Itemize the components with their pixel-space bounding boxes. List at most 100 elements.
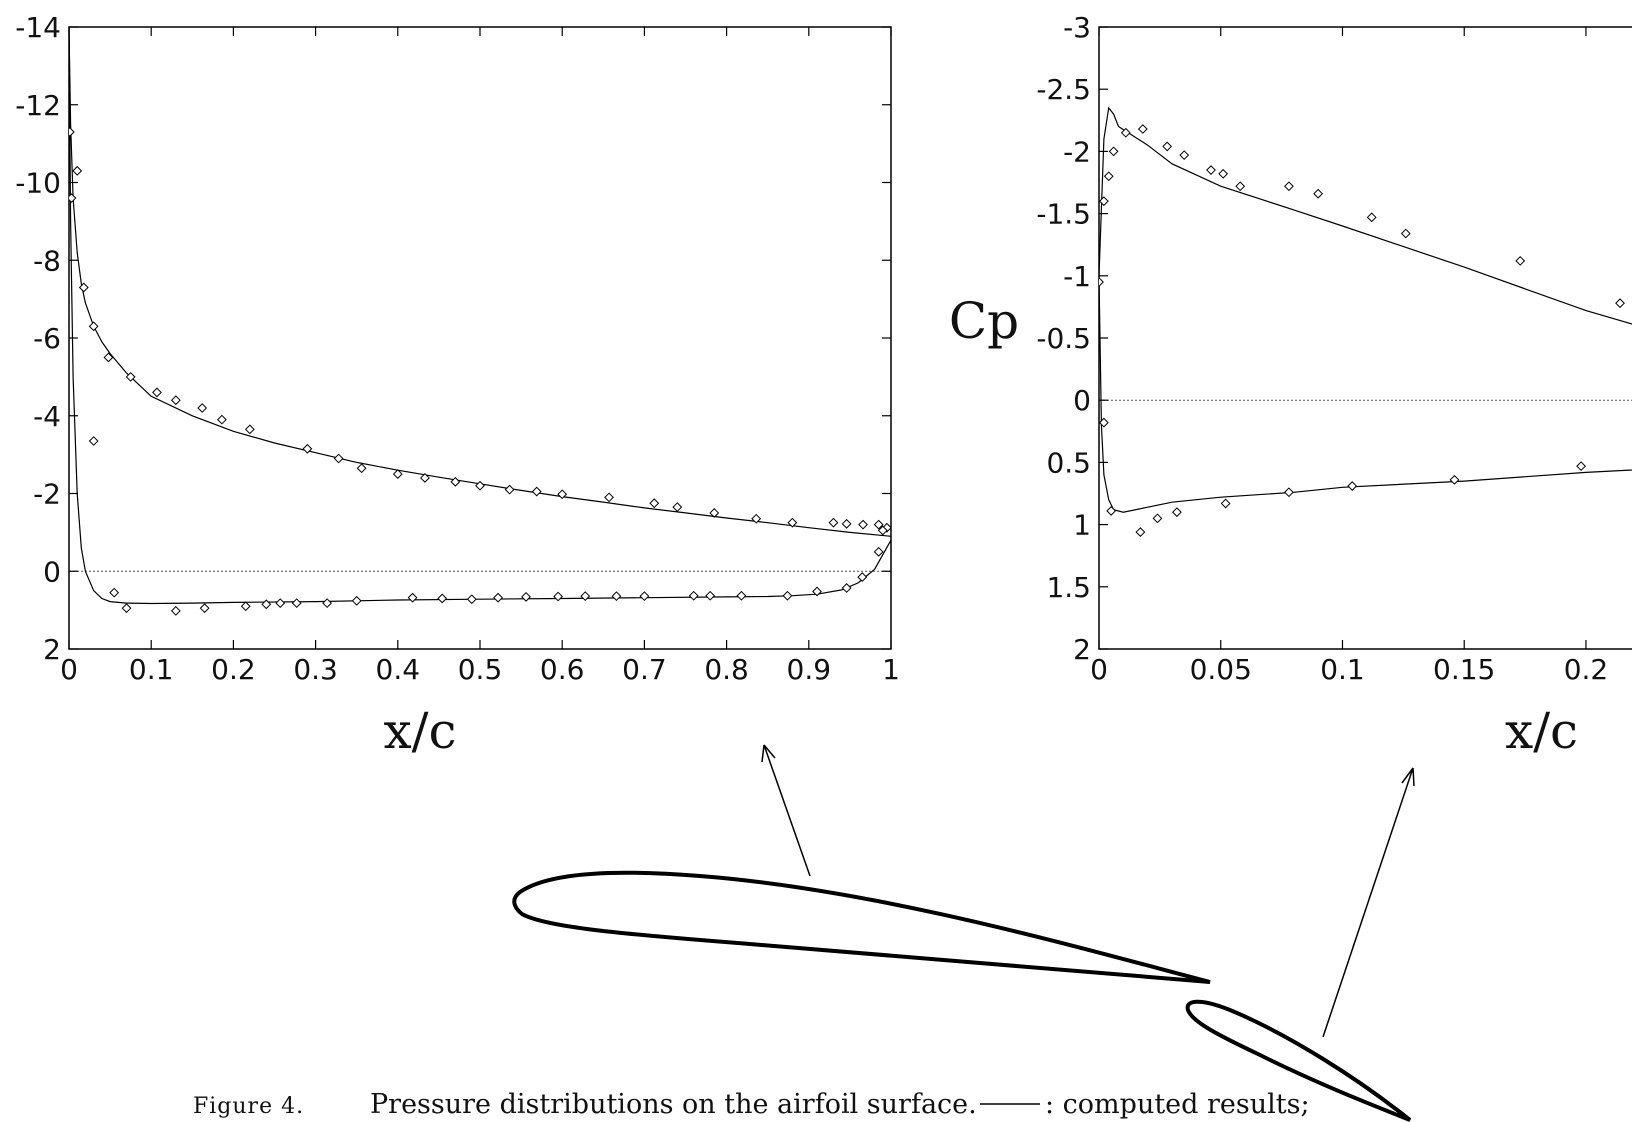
data-point-marker bbox=[857, 572, 868, 582]
right-ticks: 0 0.05 0.1 0.15 0.2 -3 -2.5 -2 -1.5 -1 -0.5 0 0.5 1 1.… bbox=[1036, 11, 1608, 686]
y-tick-label: -4 bbox=[33, 400, 61, 433]
y-tick-label: -3 bbox=[1063, 11, 1091, 44]
data-point-marker bbox=[1515, 255, 1526, 266]
data-point-marker bbox=[1137, 124, 1148, 134]
data-point-marker bbox=[639, 591, 650, 602]
y-tick-label: 0 bbox=[1073, 384, 1091, 417]
data-point-marker bbox=[611, 591, 622, 602]
x-tick-label: 0.9 bbox=[787, 653, 832, 686]
y-tick-label: -0.5 bbox=[1036, 322, 1091, 355]
data-point-marker bbox=[170, 395, 181, 406]
y-tick-label: 2 bbox=[43, 633, 61, 666]
data-point-marker bbox=[244, 424, 255, 435]
data-point-marker bbox=[333, 453, 344, 464]
computed-curve-1 bbox=[69, 27, 891, 605]
y-tick-label: -1.5 bbox=[1036, 198, 1091, 231]
y-tick-label: 2 bbox=[1073, 633, 1091, 666]
right-y-axis-title: Cp bbox=[949, 292, 1019, 350]
data-point-marker bbox=[216, 414, 227, 425]
y-tick-label: -2.5 bbox=[1036, 73, 1091, 106]
data-point-marker bbox=[1220, 498, 1231, 509]
data-point-marker bbox=[261, 599, 272, 610]
left-series bbox=[69, 27, 891, 616]
right-pointer-arrow bbox=[1322, 767, 1414, 1038]
caption-text: Pressure distributions on the airfoil su… bbox=[370, 1089, 977, 1120]
data-point-marker bbox=[450, 476, 461, 487]
x-tick-label: 0.4 bbox=[376, 653, 421, 686]
data-point-marker bbox=[1108, 146, 1119, 157]
x-tick-label: 0.1 bbox=[1320, 653, 1365, 686]
data-point-marker bbox=[782, 590, 793, 601]
x-tick-label: 0.1 bbox=[129, 653, 174, 686]
data-point-marker bbox=[881, 522, 891, 533]
data-point-marker bbox=[580, 591, 591, 602]
y-tick-label: 1 bbox=[1073, 509, 1091, 542]
left-ticks: 0 0.1 0.2 0.3 0.4 0.5 0.6 0.7 0.8 0.9 1 -14 -12 -10 -8… bbox=[15, 11, 900, 686]
data-point-marker bbox=[709, 508, 720, 518]
data-point-marker bbox=[705, 590, 716, 601]
right-series bbox=[1099, 106, 1632, 537]
data-point-marker bbox=[1099, 277, 1104, 287]
data-point-marker bbox=[1449, 474, 1460, 485]
y-tick-label: -2 bbox=[1063, 135, 1091, 168]
x-tick-label: 0 bbox=[1090, 653, 1108, 686]
data-point-marker bbox=[240, 601, 251, 612]
data-point-marker bbox=[1366, 212, 1377, 223]
data-point-marker bbox=[553, 591, 563, 602]
data-point-marker bbox=[1284, 487, 1294, 498]
x-tick-label: 0.7 bbox=[622, 653, 667, 686]
data-point-marker bbox=[688, 590, 699, 601]
y-tick-label: -12 bbox=[15, 89, 61, 122]
x-tick-label: 0.8 bbox=[704, 653, 749, 686]
data-point-marker bbox=[420, 473, 430, 483]
data-point-marker bbox=[1099, 417, 1109, 428]
data-point-marker bbox=[873, 546, 884, 557]
caption-legend-text: : computed results; bbox=[1045, 1089, 1310, 1120]
data-point-marker bbox=[1106, 506, 1117, 516]
data-point-marker bbox=[557, 489, 568, 500]
y-tick-label: -1 bbox=[1063, 260, 1091, 293]
y-tick-label: 0.5 bbox=[1046, 446, 1091, 479]
left-x-axis-title: x/c bbox=[383, 702, 456, 760]
x-tick-label: 0.05 bbox=[1190, 653, 1252, 686]
data-point-marker bbox=[1218, 168, 1229, 179]
data-point-marker bbox=[291, 598, 302, 609]
right-chart: 0 0.05 0.1 0.15 0.2 -3 -2.5 -2 -1.5 -1 -0.5 0 0.5 1 1.… bbox=[949, 11, 1632, 760]
data-point-marker bbox=[877, 525, 888, 536]
data-point-marker bbox=[88, 321, 99, 332]
data-point-marker bbox=[152, 387, 162, 398]
y-tick-label: 1.5 bbox=[1046, 571, 1091, 604]
left-plot-frame bbox=[68, 26, 892, 650]
data-point-marker bbox=[356, 463, 367, 474]
data-point-marker bbox=[1162, 141, 1173, 152]
data-point-marker bbox=[1120, 127, 1131, 138]
x-tick-label: 1 bbox=[882, 653, 900, 686]
left-arrow-head-icon bbox=[761, 744, 776, 763]
y-tick-label: -14 bbox=[15, 11, 61, 44]
data-point-marker bbox=[69, 193, 77, 203]
x-tick-label: 0.6 bbox=[540, 653, 585, 686]
data-point-marker bbox=[672, 502, 683, 513]
data-point-marker bbox=[649, 498, 660, 509]
data-point-marker bbox=[787, 517, 798, 528]
data-point-marker bbox=[736, 590, 747, 601]
data-point-marker bbox=[858, 519, 868, 530]
y-tick-label: 0 bbox=[43, 555, 61, 588]
y-tick-label: -10 bbox=[15, 167, 61, 200]
data-point-marker bbox=[199, 603, 210, 614]
x-tick-label: 0 bbox=[60, 653, 78, 686]
data-point-marker bbox=[521, 592, 531, 602]
data-point-marker bbox=[170, 605, 181, 616]
data-point-marker bbox=[1615, 298, 1625, 309]
data-point-marker bbox=[392, 469, 403, 479]
y-tick-label: -2 bbox=[33, 478, 61, 511]
data-point-marker bbox=[504, 484, 515, 495]
data-point-marker bbox=[437, 593, 448, 604]
data-point-marker bbox=[475, 480, 485, 491]
data-point-marker bbox=[828, 517, 839, 528]
data-point-marker bbox=[322, 598, 333, 609]
data-point-marker bbox=[1313, 188, 1324, 199]
x-tick-label: 0.15 bbox=[1433, 653, 1495, 686]
data-point-marker bbox=[1235, 181, 1246, 192]
